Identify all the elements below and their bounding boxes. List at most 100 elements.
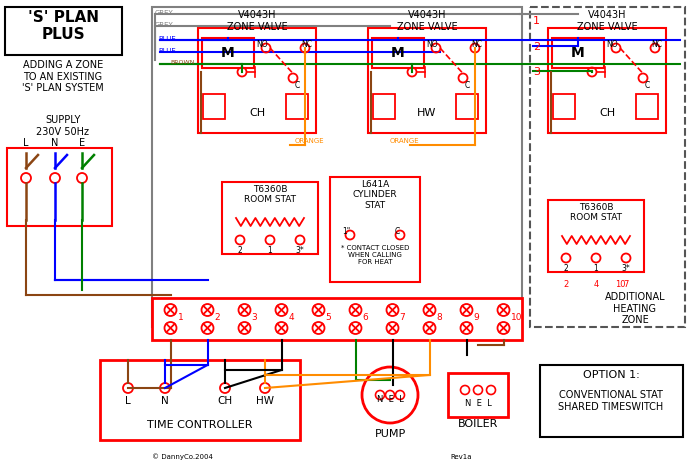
Bar — [373, 94, 395, 119]
Text: GREY: GREY — [155, 22, 174, 28]
Text: PUMP: PUMP — [375, 429, 406, 439]
Text: NC: NC — [651, 40, 662, 49]
Circle shape — [386, 304, 399, 316]
Text: 10: 10 — [511, 314, 522, 322]
Text: HW: HW — [256, 396, 274, 406]
Circle shape — [260, 383, 270, 393]
Bar — [636, 94, 658, 119]
Bar — [456, 94, 478, 119]
Text: 'S' PLAN
PLUS: 'S' PLAN PLUS — [28, 10, 99, 43]
Text: 3*: 3* — [295, 246, 304, 255]
Text: T6360B
ROOM STAT: T6360B ROOM STAT — [570, 203, 622, 222]
Circle shape — [386, 390, 395, 400]
Bar — [203, 94, 225, 119]
Circle shape — [424, 304, 435, 316]
Circle shape — [266, 235, 275, 244]
Circle shape — [622, 254, 631, 263]
Text: CONVENTIONAL STAT
SHARED TIMESWITCH: CONVENTIONAL STAT SHARED TIMESWITCH — [558, 390, 664, 411]
Text: C: C — [295, 81, 300, 90]
Circle shape — [77, 173, 87, 183]
Text: 6: 6 — [362, 314, 368, 322]
Bar — [152, 7, 522, 327]
Circle shape — [220, 383, 230, 393]
Circle shape — [235, 235, 244, 244]
Circle shape — [164, 322, 177, 334]
Text: NC: NC — [301, 40, 312, 49]
Text: 2: 2 — [563, 280, 569, 289]
Circle shape — [386, 322, 399, 334]
Circle shape — [362, 367, 418, 423]
Text: M: M — [221, 46, 235, 60]
Circle shape — [50, 173, 60, 183]
Text: E: E — [79, 138, 85, 148]
Text: C: C — [395, 227, 400, 236]
Circle shape — [239, 322, 250, 334]
Text: V4043H
ZONE VALVE: V4043H ZONE VALVE — [577, 10, 638, 32]
Circle shape — [395, 390, 404, 400]
Bar — [152, 298, 522, 340]
Bar — [540, 365, 683, 437]
Text: ORANGE: ORANGE — [390, 138, 420, 144]
Text: HW: HW — [417, 108, 437, 118]
Bar — [330, 177, 420, 282]
Text: * CONTACT CLOSED
WHEN CALLING
FOR HEAT: * CONTACT CLOSED WHEN CALLING FOR HEAT — [341, 245, 409, 265]
Bar — [448, 373, 508, 417]
Text: ADDING A ZONE
TO AN EXISTING
'S' PLAN SYSTEM: ADDING A ZONE TO AN EXISTING 'S' PLAN SY… — [22, 60, 104, 93]
Text: 1": 1" — [342, 227, 351, 236]
Bar — [368, 28, 486, 133]
Circle shape — [375, 390, 384, 400]
Text: NO: NO — [426, 40, 437, 49]
Text: 4: 4 — [288, 314, 294, 322]
Text: GREY: GREY — [155, 10, 174, 16]
Bar — [286, 94, 308, 119]
Circle shape — [562, 254, 571, 263]
Circle shape — [21, 173, 31, 183]
Circle shape — [346, 231, 355, 240]
Circle shape — [486, 386, 495, 395]
Text: NO: NO — [256, 40, 268, 49]
Bar — [202, 38, 254, 68]
Circle shape — [313, 322, 324, 334]
Text: Rev1a: Rev1a — [450, 454, 471, 460]
Text: N  E  L: N E L — [377, 395, 404, 404]
Text: 9: 9 — [473, 314, 480, 322]
Text: 5: 5 — [326, 314, 331, 322]
Circle shape — [313, 304, 324, 316]
Text: 2: 2 — [237, 246, 242, 255]
Bar — [530, 7, 685, 327]
Text: 3: 3 — [533, 67, 540, 77]
Text: © DannyCo.2004: © DannyCo.2004 — [152, 453, 213, 460]
Text: 2: 2 — [215, 314, 220, 322]
Text: 7: 7 — [623, 280, 629, 289]
Text: NC: NC — [471, 40, 482, 49]
Circle shape — [239, 304, 250, 316]
Text: NO: NO — [606, 40, 618, 49]
Circle shape — [591, 254, 600, 263]
Text: 1: 1 — [268, 246, 273, 255]
Circle shape — [275, 322, 288, 334]
Circle shape — [275, 304, 288, 316]
Circle shape — [460, 386, 469, 395]
Circle shape — [497, 322, 509, 334]
Circle shape — [160, 383, 170, 393]
Bar — [552, 38, 604, 68]
Text: 3: 3 — [251, 314, 257, 322]
Circle shape — [164, 304, 177, 316]
Text: ADDITIONAL
HEATING
ZONE: ADDITIONAL HEATING ZONE — [604, 292, 665, 325]
Circle shape — [460, 304, 473, 316]
Text: CH: CH — [249, 108, 265, 118]
Text: TIME CONTROLLER: TIME CONTROLLER — [147, 420, 253, 430]
Circle shape — [497, 304, 509, 316]
Text: T6360B
ROOM STAT: T6360B ROOM STAT — [244, 185, 296, 205]
Circle shape — [350, 304, 362, 316]
Text: BLUE: BLUE — [158, 48, 176, 54]
Text: BLUE: BLUE — [158, 36, 176, 42]
Text: OPTION 1:: OPTION 1: — [582, 370, 640, 380]
Text: V4043H
ZONE VALVE: V4043H ZONE VALVE — [227, 10, 287, 32]
Circle shape — [473, 386, 482, 395]
Circle shape — [295, 235, 304, 244]
Text: CH: CH — [217, 396, 233, 406]
Text: L: L — [23, 138, 29, 148]
Circle shape — [460, 322, 473, 334]
Text: 3*: 3* — [622, 264, 631, 273]
